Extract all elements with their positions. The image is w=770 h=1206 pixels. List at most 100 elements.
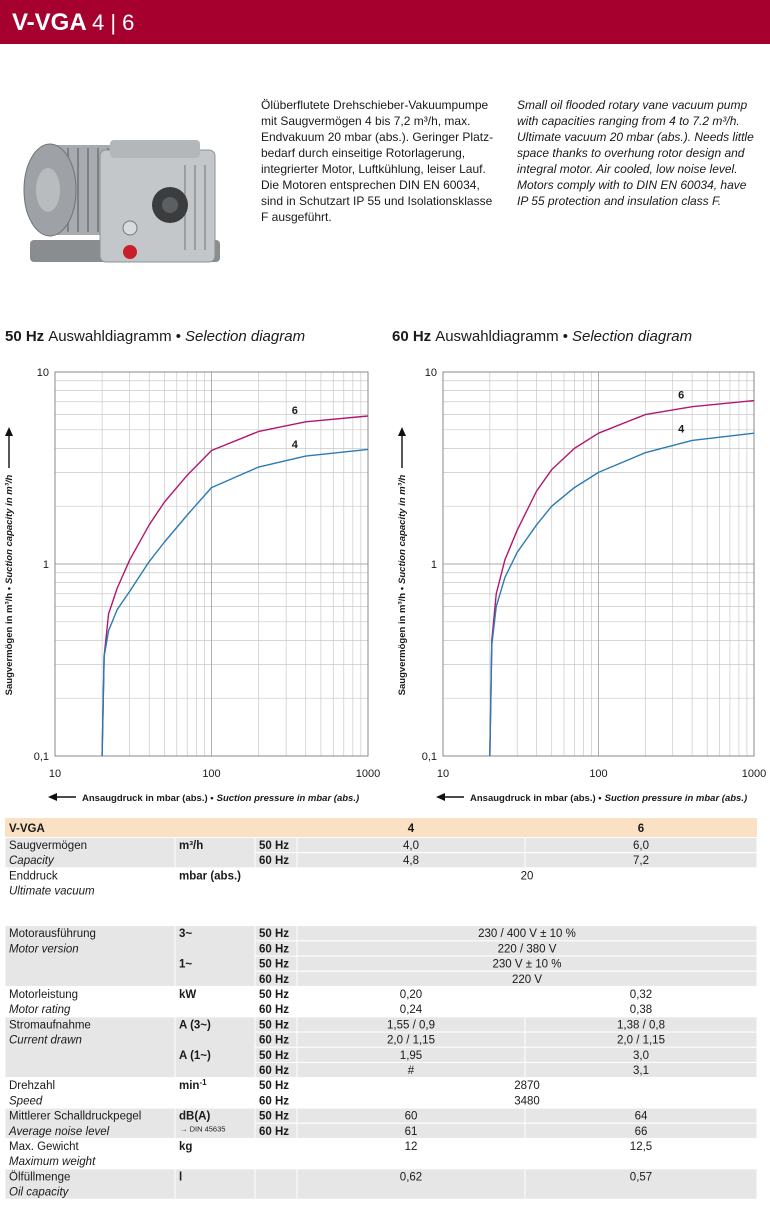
- table-cell: [254, 867, 298, 927]
- row-label: Ultimate vacuum: [9, 886, 95, 898]
- value: 3,0: [633, 1050, 649, 1062]
- plot-border: [442, 371, 755, 757]
- value: 66: [635, 1126, 648, 1138]
- value: 3480: [514, 1095, 540, 1107]
- row-label: Current drawn: [9, 1035, 82, 1047]
- y-axis-arrow-head: [5, 427, 13, 436]
- row-label: Mittlerer Schalldruckpegel: [9, 1111, 141, 1123]
- chart-title-hz: 50 Hz: [5, 328, 44, 345]
- unit-text: 1~: [179, 959, 192, 971]
- value: 4,8: [403, 855, 419, 867]
- y-tick-label: 1: [431, 559, 437, 571]
- value: 6,0: [633, 840, 649, 852]
- value: 0,57: [630, 1171, 652, 1183]
- value: 3,1: [633, 1065, 649, 1077]
- table-header-cell: 6: [638, 823, 644, 835]
- value: 2,0 / 1,15: [617, 1035, 665, 1047]
- unit: A (3~): [179, 1019, 211, 1031]
- unit-text: m³/h: [179, 840, 203, 852]
- value: 0,20: [400, 989, 422, 1001]
- table-header-row: [5, 818, 757, 837]
- table-cell: [4, 1168, 176, 1200]
- value: 0,62: [400, 1171, 422, 1183]
- y-tick-label: 1: [43, 559, 49, 571]
- unit-text: kW: [179, 989, 196, 1001]
- table-cell: [4, 1137, 176, 1170]
- frequency: 60 Hz: [259, 1004, 289, 1016]
- intro-de-line: bedarf durch einseitige Rotorlagerung,: [261, 146, 465, 160]
- frequency: 60 Hz: [259, 1126, 289, 1138]
- y-tick-label: 10: [425, 367, 437, 379]
- chart-title-hz: 60 Hz: [392, 328, 431, 345]
- frequency: 60 Hz: [259, 1095, 289, 1107]
- intro-de-line: F ausgeführt.: [261, 210, 332, 224]
- unit: dB(A): [179, 1111, 210, 1123]
- chart-title-de: Auswahldiagramm •: [435, 328, 568, 345]
- table-cell: [524, 1137, 758, 1170]
- series-label: 6: [292, 405, 298, 417]
- intro-de-line: integrierter Motor, Luftkühlung, leiser …: [261, 162, 486, 176]
- table-cell: [174, 925, 256, 987]
- table-cell: [254, 1168, 298, 1200]
- header-models: 4 | 6: [92, 10, 134, 35]
- frequency: 50 Hz: [259, 1019, 289, 1031]
- value: #: [408, 1065, 415, 1077]
- table-cell: [4, 837, 176, 869]
- table-header-cell: 4: [408, 823, 415, 835]
- y-axis-label-de: Saugvermögen in m³/h •: [397, 586, 408, 695]
- unit: kW: [179, 989, 196, 1001]
- intro-de-line: sind in Schutzart IP 55 und Isolationskl…: [261, 194, 493, 208]
- unit-text: dB(A): [179, 1111, 210, 1123]
- unit: A (1~): [179, 1050, 211, 1062]
- value: 1,38 / 0,8: [617, 1019, 665, 1031]
- value: 2,0 / 1,15: [387, 1035, 435, 1047]
- frequency: 50 Hz: [259, 959, 289, 971]
- row-label: Stromaufnahme: [9, 1019, 91, 1031]
- intro-en-line: integral motor. Air cooled, low noise le…: [517, 162, 738, 176]
- unit-text: min: [179, 1080, 199, 1092]
- frequency: 50 Hz: [259, 840, 289, 852]
- unit-text: A (1~): [179, 1050, 211, 1062]
- table-cell: [174, 1077, 256, 1109]
- series-line: [101, 415, 369, 757]
- plot-border: [54, 371, 369, 757]
- unit: mbar (abs.): [179, 870, 241, 882]
- x-axis-label-en: Suction pressure in mbar (abs.): [605, 793, 748, 804]
- table-cell: [4, 925, 176, 987]
- intro-de-line: Endvakuum 20 mbar (abs.). Geringer Platz…: [261, 130, 493, 144]
- series-label: 4: [292, 439, 299, 451]
- intro-en-line: Ultimate vacuum 20 mbar (abs.). Needs li…: [517, 130, 754, 144]
- x-tick-label: 10: [437, 768, 449, 780]
- y-tick-label: 0,1: [34, 751, 49, 763]
- row-label: Speed: [9, 1095, 43, 1107]
- table-cell: [174, 867, 256, 927]
- value: 220 / 380 V: [498, 943, 557, 955]
- table-cell: [174, 837, 256, 869]
- intro-de-line: Die Motoren entsprechen DIN EN 60034,: [261, 178, 480, 192]
- table-cell: [4, 1016, 176, 1079]
- x-axis-arrow-head: [48, 793, 57, 801]
- intro-de-line: Ölüberflutete Drehschieber-Vakuumpumpe: [261, 98, 489, 112]
- frequency: 60 Hz: [259, 855, 289, 867]
- value: 230 V ± 10 %: [493, 959, 562, 971]
- chart-title-de: Auswahldiagramm •: [48, 328, 181, 345]
- frequency: 50 Hz: [259, 1080, 289, 1092]
- row-label: Max. Gewicht: [9, 1141, 79, 1153]
- value: 12: [405, 1141, 418, 1153]
- value: 0,38: [630, 1004, 652, 1016]
- series-label: 6: [678, 390, 684, 402]
- x-axis-arrow-head: [436, 793, 445, 801]
- value: 2870: [514, 1080, 540, 1092]
- frequency: 60 Hz: [259, 1035, 289, 1047]
- value: 0,24: [400, 1004, 423, 1016]
- frequency: 60 Hz: [259, 943, 289, 955]
- unit: m³/h: [179, 840, 203, 852]
- unit: 3~: [179, 928, 192, 940]
- chart-title: 60 Hz Auswahldiagramm • Selection diagram: [392, 328, 692, 345]
- unit-text: l: [179, 1171, 182, 1183]
- row-label: Average noise level: [8, 1126, 110, 1138]
- row-label: Saugvermögen: [9, 840, 87, 852]
- y-axis-arrow-head: [398, 427, 406, 436]
